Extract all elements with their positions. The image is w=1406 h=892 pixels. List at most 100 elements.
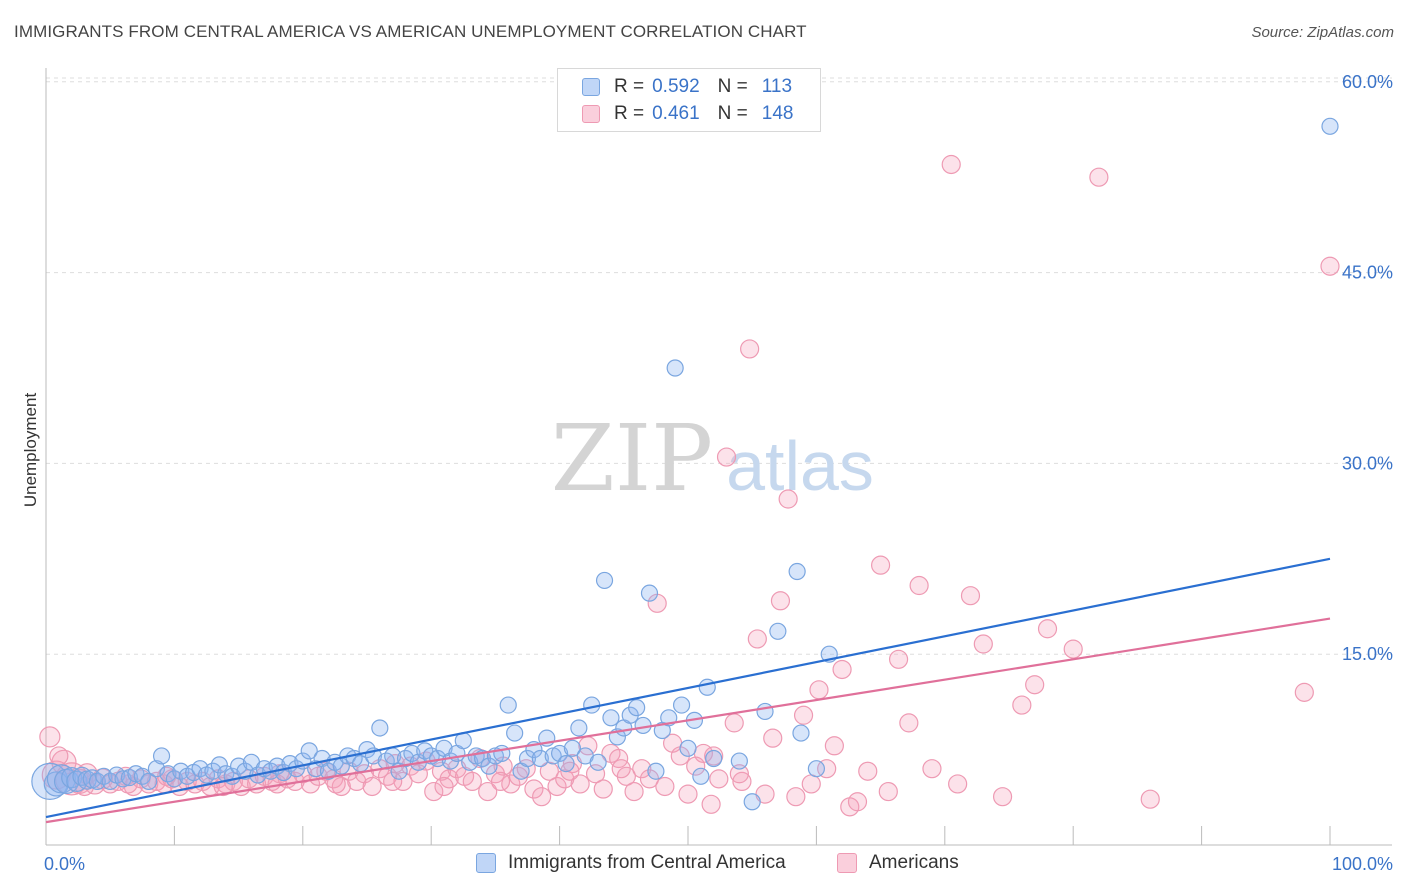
data-point bbox=[634, 716, 652, 735]
data-point bbox=[1140, 789, 1160, 809]
data-point bbox=[624, 781, 644, 802]
legend-item-americans[interactable]: Americans bbox=[837, 852, 959, 874]
legend-label-americans: Americans bbox=[869, 852, 959, 873]
data-point bbox=[1063, 639, 1083, 659]
data-point bbox=[1321, 117, 1339, 135]
x-tick-label: 0.0% bbox=[44, 854, 85, 874]
data-point bbox=[383, 771, 403, 792]
data-point bbox=[499, 696, 517, 714]
data-point bbox=[478, 781, 498, 802]
series-immigrants bbox=[31, 117, 1339, 811]
data-point bbox=[824, 736, 844, 756]
trend-line-immigrants bbox=[45, 557, 1331, 819]
legend-row-immigrants: R = 0.592 N = 113 bbox=[582, 75, 792, 99]
data-point bbox=[666, 359, 684, 377]
data-point bbox=[490, 771, 511, 792]
data-point bbox=[763, 728, 783, 748]
data-point bbox=[1025, 675, 1045, 695]
data-point bbox=[817, 759, 837, 779]
data-point bbox=[393, 771, 413, 792]
data-point bbox=[506, 724, 524, 742]
data-point bbox=[628, 699, 646, 717]
data-point bbox=[563, 739, 582, 757]
series-legend: Immigrants from Central America American… bbox=[0, 852, 1406, 878]
legend-n-label: N = bbox=[717, 103, 748, 124]
data-point bbox=[331, 776, 351, 797]
data-point bbox=[747, 629, 767, 649]
data-point bbox=[786, 787, 806, 807]
data-point bbox=[729, 764, 749, 784]
data-point bbox=[756, 702, 774, 721]
legend-swatch-pink bbox=[582, 105, 600, 123]
y-tick-label: 45.0% bbox=[1342, 263, 1393, 283]
data-point bbox=[593, 779, 613, 799]
tick-labels: 15.0% 30.0% 45.0% 60.0% 0.0% 100.0% bbox=[44, 72, 1393, 874]
data-point bbox=[480, 757, 498, 775]
data-point bbox=[992, 787, 1013, 807]
data-point bbox=[922, 759, 942, 779]
data-point bbox=[140, 772, 158, 791]
data-point bbox=[705, 749, 723, 768]
data-point bbox=[655, 776, 675, 797]
data-point bbox=[724, 713, 744, 733]
data-point bbox=[570, 774, 590, 794]
data-point bbox=[462, 771, 482, 792]
data-point bbox=[518, 749, 537, 768]
data-point bbox=[49, 746, 69, 766]
data-point bbox=[152, 747, 171, 765]
data-point bbox=[632, 759, 652, 779]
data-point bbox=[434, 776, 454, 797]
legend-swatch-blue bbox=[476, 853, 496, 873]
y-axis-label: Unemployment bbox=[21, 392, 41, 508]
data-point bbox=[204, 762, 222, 780]
trend-line-americans bbox=[45, 617, 1331, 824]
data-point bbox=[743, 793, 761, 811]
legend-label-immigrants: Immigrants from Central America bbox=[508, 852, 786, 873]
data-point bbox=[732, 771, 752, 792]
legend-r-label: R = bbox=[614, 103, 645, 124]
data-point bbox=[101, 772, 119, 791]
x-tick-label: 100.0% bbox=[1332, 854, 1393, 874]
watermark-atlas: atlas bbox=[726, 427, 874, 505]
data-point bbox=[973, 634, 993, 654]
data-point bbox=[858, 761, 878, 781]
data-point bbox=[948, 774, 968, 794]
data-point bbox=[1012, 695, 1032, 715]
data-point bbox=[847, 792, 868, 812]
legend-swatch-pink bbox=[837, 853, 857, 873]
data-point bbox=[878, 781, 898, 802]
data-point bbox=[570, 719, 588, 737]
legend-n-label: N = bbox=[717, 76, 748, 97]
data-point bbox=[793, 705, 814, 725]
data-point bbox=[66, 770, 88, 793]
data-point bbox=[672, 696, 691, 714]
data-point bbox=[709, 769, 729, 789]
gridlines bbox=[46, 77, 1392, 655]
data-point bbox=[585, 764, 606, 784]
data-point bbox=[698, 678, 716, 696]
axes bbox=[45, 68, 1392, 846]
data-point bbox=[39, 726, 61, 748]
legend-swatch-blue bbox=[582, 78, 600, 96]
data-point bbox=[960, 586, 981, 606]
data-point bbox=[595, 571, 614, 590]
data-point bbox=[1320, 256, 1340, 276]
data-point bbox=[114, 770, 132, 788]
watermark-zip: ZIP bbox=[551, 405, 713, 512]
data-point bbox=[493, 744, 511, 763]
data-point bbox=[547, 776, 567, 797]
data-point bbox=[557, 754, 575, 773]
data-point bbox=[1037, 619, 1058, 639]
data-point bbox=[371, 719, 389, 737]
data-point bbox=[191, 760, 209, 778]
data-point bbox=[524, 779, 544, 799]
y-tick-label: 15.0% bbox=[1342, 644, 1393, 664]
data-point bbox=[801, 774, 821, 794]
data-point bbox=[770, 591, 791, 611]
data-point bbox=[909, 575, 929, 596]
legend-item-immigrants[interactable]: Immigrants from Central America bbox=[476, 852, 786, 874]
data-point bbox=[899, 713, 919, 733]
watermark: ZIP atlas bbox=[551, 405, 874, 512]
data-point bbox=[730, 752, 748, 770]
